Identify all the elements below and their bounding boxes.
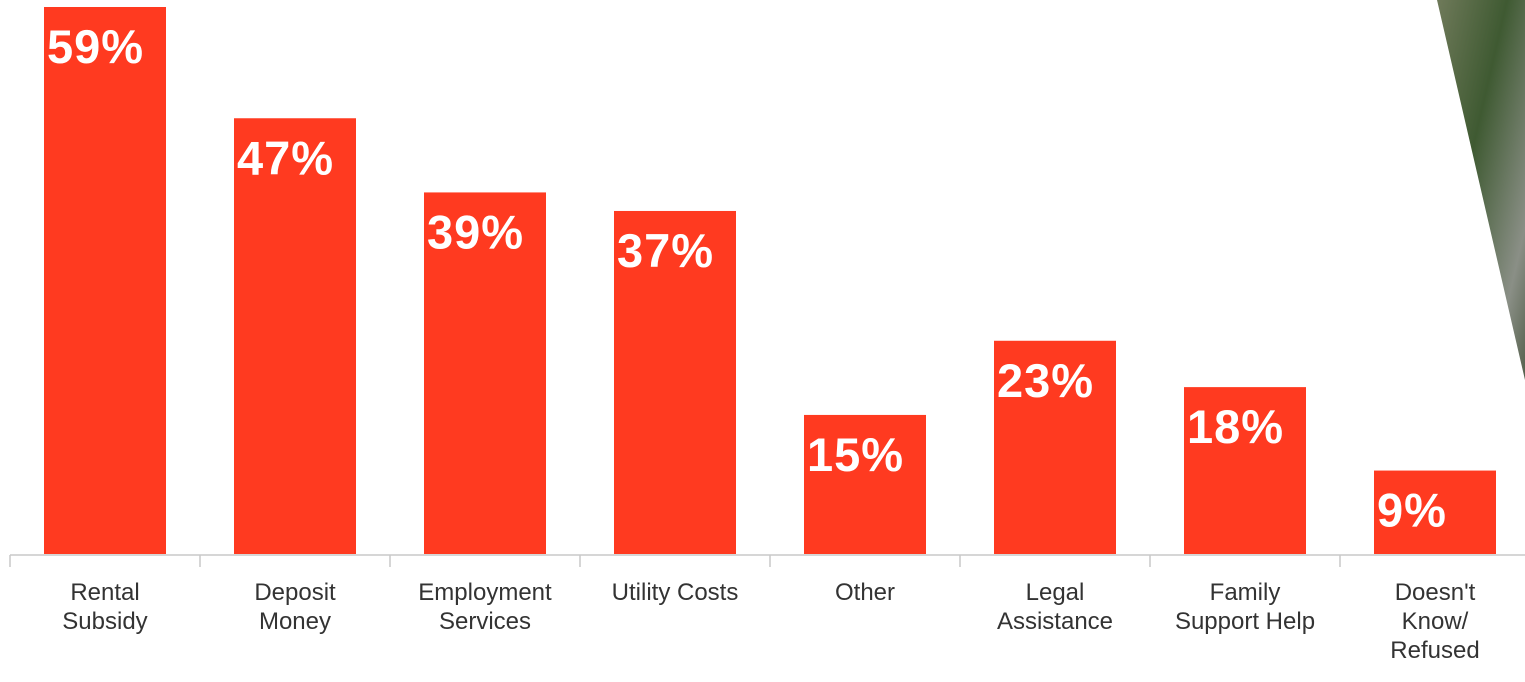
x-tick-label: Family Support Help — [1174, 579, 1316, 635]
x-tick-label: Deposit Money — [254, 579, 336, 635]
x-tick-label: Utility Costs — [611, 579, 739, 606]
x-tick-label: Other — [834, 579, 896, 606]
x-tick-label: Doesn't Know/ Refused — [1390, 579, 1480, 664]
bar — [804, 414, 926, 554]
x-tick-label: Legal Assistance — [996, 579, 1114, 635]
bar — [234, 118, 356, 554]
bar — [1374, 470, 1496, 554]
value-label: 39% — [427, 205, 524, 258]
value-label: 47% — [237, 131, 334, 184]
value-label: 18% — [1187, 400, 1284, 453]
photo — [1437, 0, 1525, 380]
value-label: 59% — [47, 20, 144, 73]
bar — [44, 7, 166, 554]
bar — [994, 340, 1116, 554]
value-label: 37% — [617, 224, 714, 277]
value-label: 9% — [1377, 484, 1447, 537]
x-tick-label: Rental Subsidy — [62, 579, 148, 635]
x-tick-label: Employment Services — [418, 579, 552, 635]
value-label: 23% — [997, 354, 1094, 407]
bar — [424, 192, 546, 555]
bar — [614, 210, 736, 554]
bar — [1184, 387, 1306, 554]
value-label: 15% — [807, 428, 904, 481]
